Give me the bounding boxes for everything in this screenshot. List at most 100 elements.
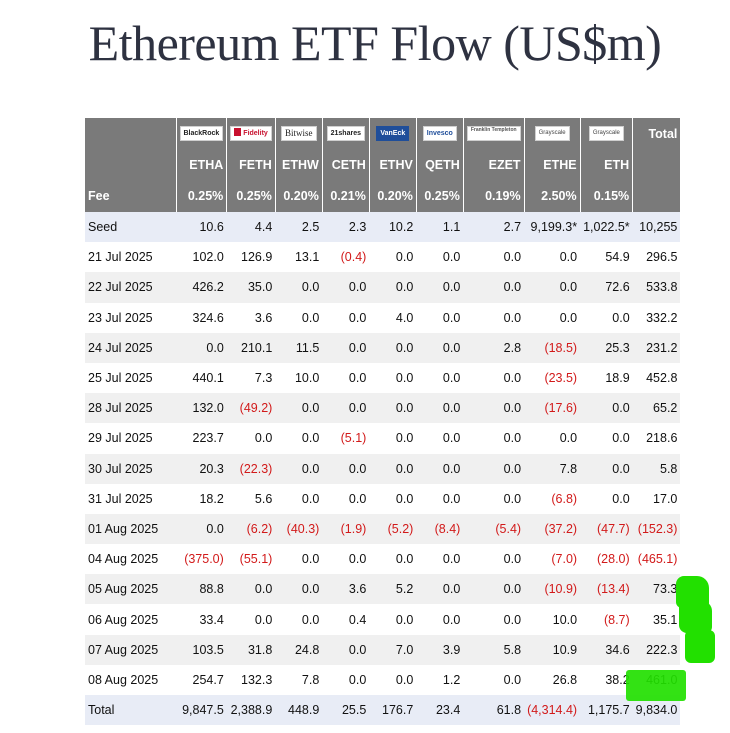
flow-cell: 0.0 <box>322 393 370 424</box>
flow-cell: 7.0 <box>369 634 417 665</box>
row-label: 04 Aug 2025 <box>85 544 176 575</box>
flow-cell: 0.0 <box>463 544 525 575</box>
flow-cell: 2.3 <box>322 212 370 243</box>
row-total-cell: 218.6 <box>632 423 681 454</box>
flow-cell: 0.0 <box>275 272 323 303</box>
flow-cell: 0.0 <box>322 634 370 665</box>
green-highlight-mark <box>626 670 686 701</box>
fee-cell: 0.20% <box>368 180 417 212</box>
row-label: 01 Aug 2025 <box>85 513 176 545</box>
flow-cell: 0.0 <box>416 242 464 273</box>
flow-cell: 88.8 <box>176 574 227 605</box>
flow-cell: (5.2) <box>369 513 417 545</box>
seed-row: Seed 10.6 4.4 2.5 2.3 10.2 1.1 2.7 9,199.3* 1,022… <box>85 212 681 243</box>
flow-cell: (47.7) <box>580 513 633 545</box>
ticker-row: ETHA FETH ETHW CETH ETHV QETH EZET ETHE … <box>85 149 681 180</box>
flow-cell: (6.8) <box>524 483 581 514</box>
row-total-cell: (152.3) <box>632 513 681 545</box>
flow-cell: 3.9 <box>416 634 464 665</box>
flow-cell: 0.0 <box>463 453 525 484</box>
ticker-header: EZET <box>462 149 525 180</box>
fee-cell: 0.20% <box>274 180 323 212</box>
flow-cell: 0.0 <box>369 393 417 424</box>
flow-cell: 0.0 <box>369 453 417 484</box>
table-row: 31 Jul 2025 18.2 5.6 0.0 0.0 0.0 0.0 0.0 (6.8) 0.… <box>85 483 681 514</box>
flow-cell: 103.5 <box>176 634 227 665</box>
flow-cell: 35.0 <box>226 272 276 303</box>
flow-cell: 0.0 <box>369 242 417 273</box>
row-label: 08 Aug 2025 <box>85 664 176 695</box>
row-total-cell: 17.0 <box>632 483 681 514</box>
bitwise-logo: Bitwise <box>281 126 317 142</box>
flow-cell: 0.0 <box>463 574 525 605</box>
flow-cell: 0.0 <box>322 453 370 484</box>
flow-cell: 0.0 <box>275 453 323 484</box>
fidelity-logo: Fidelity <box>230 126 272 142</box>
ticker-header: CETH <box>321 149 370 180</box>
flow-cell: 10.9 <box>524 634 581 665</box>
flow-cell: 0.0 <box>463 423 525 454</box>
flow-cell: (13.4) <box>580 574 633 605</box>
grayscale-logo: Grayscale <box>588 126 624 142</box>
table-row: 23 Jul 2025 324.6 3.6 0.0 0.0 4.0 0.0 0.0 0.0 0.0… <box>85 302 681 333</box>
table-row: 30 Jul 2025 20.3 (22.3) 0.0 0.0 0.0 0.0 0.0 7.8 0… <box>85 453 681 484</box>
ticker-header: ETHW <box>274 149 323 180</box>
etf-flow-table: BlackRock Fidelity Bitwise 21shares VanE… <box>85 118 681 726</box>
flow-cell: 0.0 <box>275 483 323 514</box>
flow-cell: 0.0 <box>416 302 464 333</box>
table-row: 05 Aug 2025 88.8 0.0 0.0 3.6 5.2 0.0 0.0 (10.9)(… <box>85 574 681 605</box>
flow-cell: 1,022.5* <box>580 212 633 243</box>
issuer-logo-cell: Grayscale <box>523 118 581 149</box>
issuer-logo-cell: Invesco <box>415 118 464 149</box>
row-label: Seed <box>85 212 176 243</box>
flow-cell: 38.2 <box>580 664 633 695</box>
flow-cell: 10.0 <box>524 604 581 635</box>
flow-cell: 4.0 <box>369 302 417 333</box>
green-highlight-mark <box>679 601 712 633</box>
fee-total-cell <box>632 180 681 212</box>
green-highlight-mark <box>685 630 715 663</box>
flow-cell: 61.8 <box>463 695 525 726</box>
flow-cell: (4,314.4) <box>524 695 581 726</box>
total-header: Total <box>632 118 681 149</box>
flow-cell: 18.9 <box>580 362 633 394</box>
flow-cell: 0.0 <box>416 332 464 363</box>
flow-cell: (23.5) <box>524 362 581 394</box>
flow-cell: (49.2) <box>226 393 276 424</box>
flow-cell: 5.8 <box>463 634 525 665</box>
issuer-logo-cell: Franklin Templeton <box>462 118 525 149</box>
flow-cell: 0.0 <box>176 332 227 363</box>
grayscale-logo: Grayscale <box>534 126 570 142</box>
flow-cell: 0.0 <box>463 483 525 514</box>
flow-cell: 0.0 <box>322 302 370 333</box>
total-row: Total 9,847.5 2,388.9 448.9 25.5 176.7 23.4 61.… <box>85 695 681 726</box>
row-total-cell: 533.8 <box>632 272 681 303</box>
flow-cell: 0.0 <box>463 242 525 273</box>
flow-cell: 0.0 <box>463 664 525 695</box>
flow-cell: 0.0 <box>416 423 464 454</box>
issuer-logo-cell: Grayscale <box>579 118 633 149</box>
fee-cell: 2.50% <box>523 180 581 212</box>
table-row: 08 Aug 2025 254.7 132.3 7.8 0.0 0.0 1.2 0.0 26.8… <box>85 664 681 695</box>
flow-cell: 0.0 <box>524 242 581 273</box>
flow-cell: 0.4 <box>322 604 370 635</box>
flow-cell: (5.4) <box>463 513 525 545</box>
flow-cell: 0.0 <box>275 302 323 333</box>
flow-cell: 223.7 <box>176 423 227 454</box>
fee-cell: 0.21% <box>321 180 370 212</box>
flow-cell: 23.4 <box>416 695 464 726</box>
issuer-logo-cell: VanEck <box>368 118 417 149</box>
row-label: 21 Jul 2025 <box>85 242 176 273</box>
flow-cell: 54.9 <box>580 242 633 273</box>
vaneck-logo: VanEck <box>376 126 410 142</box>
fee-cell: 0.25% <box>175 180 227 212</box>
row-total-cell: 35.1 <box>632 604 681 635</box>
flow-cell: 0.0 <box>580 453 633 484</box>
flow-cell: (7.0) <box>524 544 581 575</box>
ticker-header: FETH <box>226 149 276 180</box>
row-total-cell: 231.2 <box>632 332 681 363</box>
flow-cell: 0.0 <box>416 393 464 424</box>
flow-cell: 0.0 <box>275 544 323 575</box>
flow-cell: 2,388.9 <box>226 695 276 726</box>
flow-cell: 11.5 <box>275 332 323 363</box>
